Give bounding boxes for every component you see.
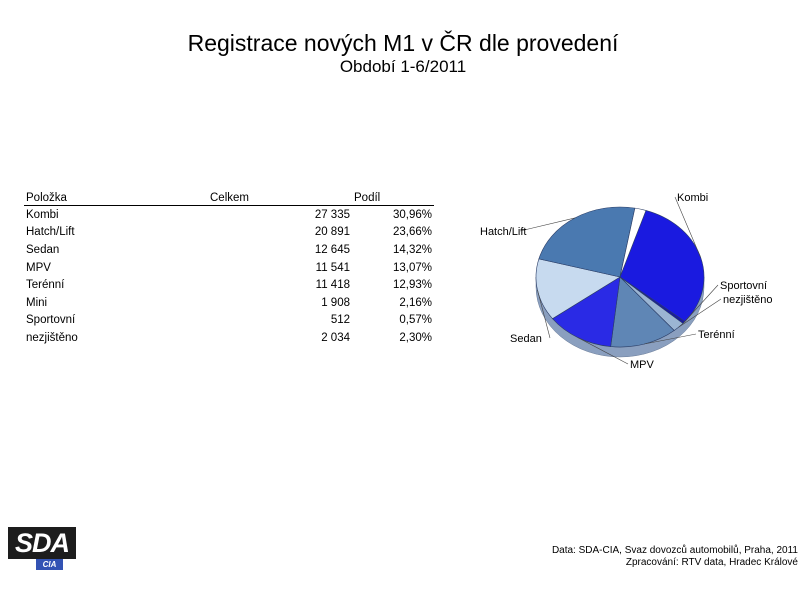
pie-label: Hatch/Lift — [480, 226, 526, 238]
pie-slice-mini — [619, 207, 647, 278]
table-row: Kombi 27 335 30,96% — [24, 206, 434, 224]
row-share: 2,30% — [399, 331, 432, 344]
table-header-row: Položka Celkem Podíl — [24, 191, 434, 206]
pie-leader-line — [674, 196, 701, 258]
table-row: Hatch/Lift 20 891 23,66% — [24, 224, 434, 242]
pie-leader-line — [577, 337, 629, 365]
data-table: Položka Celkem Podíl Kombi 27 335 30,96%… — [24, 191, 434, 347]
row-total: 11 418 — [315, 279, 350, 292]
table-row: Terénní 11 418 12,93% — [24, 276, 434, 294]
pie-leader-line — [683, 284, 719, 323]
row-item: Terénní — [26, 279, 65, 292]
logo-sub-text: CIA — [36, 559, 63, 570]
header-item: Položka — [24, 191, 208, 206]
row-total: 512 — [330, 314, 350, 327]
pie-leader-line — [678, 298, 722, 328]
row-total: 2 034 — [321, 331, 350, 344]
pie-leader-line — [644, 333, 697, 345]
row-item: Sportovní — [26, 314, 76, 327]
header-total: Celkem — [208, 191, 352, 206]
row-share: 13,07% — [392, 261, 432, 274]
row-share: 14,32% — [392, 243, 432, 256]
table-row: Sportovní 512 0,57% — [24, 312, 434, 330]
row-item: Hatch/Lift — [26, 226, 75, 239]
row-total: 11 541 — [315, 261, 350, 274]
row-total: 20 891 — [314, 226, 350, 239]
row-total: 12 645 — [314, 243, 350, 256]
row-item: Mini — [26, 296, 48, 309]
row-total: 27 335 — [314, 208, 350, 221]
row-total: 1 908 — [321, 296, 350, 309]
row-share: 23,66% — [392, 226, 432, 239]
pie-leader-line — [537, 290, 551, 339]
row-share: 0,57% — [399, 314, 432, 327]
table-row: Sedan 12 645 14,32% — [24, 241, 434, 259]
logo-main-text: SDA — [8, 527, 76, 559]
source-line-1: Data: SDA-CIA, Svaz dovozců automobilů, … — [551, 545, 798, 556]
pie-leader-line — [519, 217, 576, 232]
pie-label: Sportovní — [720, 280, 767, 292]
row-share: 12,93% — [392, 279, 432, 292]
row-share: 30,96% — [392, 208, 432, 221]
chart-title: Registrace nových M1 v ČR dle provedení — [187, 30, 619, 56]
row-item: nezjištěno — [26, 331, 78, 344]
pie-slice-kombi — [619, 210, 705, 322]
pie-label: MPV — [630, 359, 655, 371]
pie-label: Sedan — [510, 333, 542, 345]
pie-slice-hatch-lift — [538, 206, 636, 278]
row-item: Kombi — [26, 208, 59, 221]
header-share: Podíl — [352, 191, 434, 206]
row-item: Sedan — [26, 243, 60, 256]
table-row: nezjištěno 2 034 2,30% — [24, 329, 434, 347]
chart-subtitle: Období 1-6/2011 — [339, 57, 467, 76]
pie-label: Kombi — [677, 192, 708, 204]
pie-label: Terénní — [698, 329, 735, 341]
row-share: 2,16% — [399, 296, 432, 309]
pie-slice-sedan — [535, 258, 621, 320]
source-note: Data: SDA-CIA, Svaz dovozců automobilů, … — [552, 545, 798, 569]
pie-slice-mpv — [552, 276, 621, 347]
table-row: Mini 1 908 2,16% — [24, 294, 434, 312]
table-row: MPV 11 541 13,07% — [24, 259, 434, 277]
pie-chart: Kombi Sportovní nezjištěno Terénní MPV Sedan H… — [480, 192, 773, 371]
source-line-2: Zpracování: RTV data, Hradec Králové — [625, 557, 798, 568]
sda-logo: SDA CIA — [8, 527, 76, 571]
row-item: MPV — [26, 261, 51, 274]
pie-label: nezjištěno — [723, 294, 773, 306]
